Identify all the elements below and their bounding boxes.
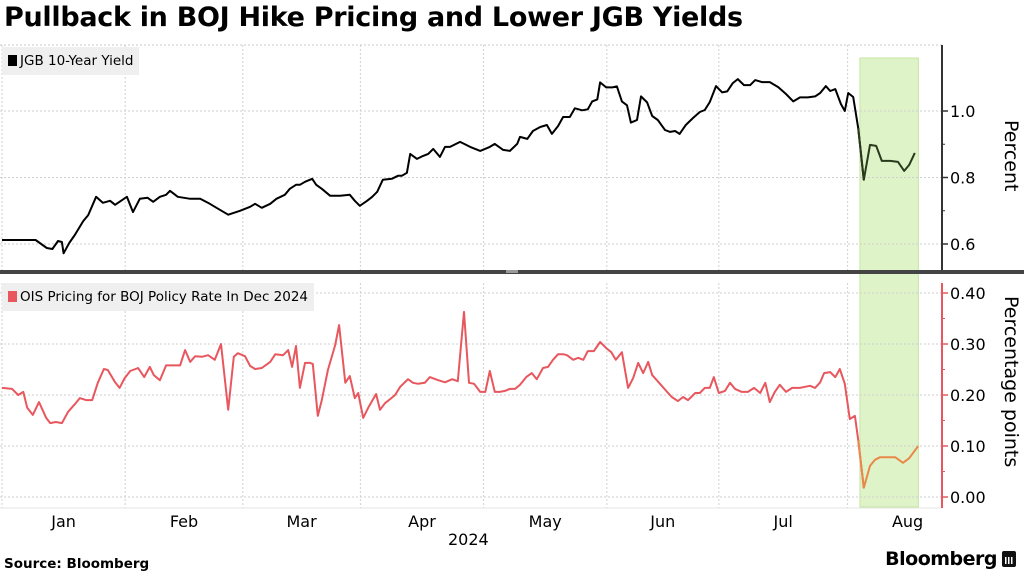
source-note: Source: Bloomberg <box>4 556 150 572</box>
y-tick-label: 0.40 <box>950 284 986 303</box>
gridlines <box>0 44 942 509</box>
brand-name: Bloomberg <box>885 548 997 570</box>
panel-resize-handle <box>506 270 518 273</box>
y-tick-label: 0.6 <box>950 235 975 254</box>
legend-label: OIS Pricing for BOJ Policy Rate In Dec 2… <box>20 289 309 305</box>
y-axis-label-percentage-points: Percentage points <box>1000 296 1022 468</box>
y-tick-label: 0.30 <box>950 335 986 354</box>
jgb-yield-line-highlighted <box>857 127 916 181</box>
bloomberg-terminal-icon <box>1002 551 1016 567</box>
x-tick-label: Feb <box>170 512 198 531</box>
chart-title: Pullback in BOJ Hike Pricing and Lower J… <box>4 2 743 33</box>
x-tick-label: May <box>529 512 562 531</box>
x-tick-label: Mar <box>287 512 318 531</box>
x-axis-year-label: 2024 <box>448 530 489 549</box>
y-tick-label: 0.8 <box>950 169 975 188</box>
legend-ois-pricing: OIS Pricing for BOJ Policy Rate In Dec 2… <box>2 283 315 311</box>
y-tick-label: 0.10 <box>950 437 986 456</box>
x-tick-label: Aug <box>892 512 923 531</box>
x-tick-label: Apr <box>408 512 436 531</box>
legend-swatch-icon <box>8 55 17 66</box>
brand-logo: Bloomberg <box>885 548 1016 570</box>
series-lines <box>1 78 920 489</box>
axes: Jan Feb Mar Apr May Jun Jul Aug 0.6 0.8 1.0 0.00 0.1… <box>0 45 1024 531</box>
x-tick-label: Jun <box>649 512 675 531</box>
ois-pricing-line <box>1 310 865 488</box>
jgb-yield-line <box>2 78 865 255</box>
y-tick-label: 0.20 <box>950 386 986 405</box>
x-tick-label: Jan <box>50 512 76 531</box>
legend-jgb-yield: JGB 10-Year Yield <box>2 47 140 75</box>
y-tick-label: 0.00 <box>950 488 986 507</box>
y-axis-label-percent: Percent <box>1000 120 1022 192</box>
ois-pricing-line-highlighted <box>857 439 920 489</box>
legend-label: JGB 10-Year Yield <box>20 53 134 69</box>
highlight-rect <box>859 57 919 508</box>
highlight-band <box>859 57 919 508</box>
x-tick-label: Jul <box>773 512 793 531</box>
y-tick-label: 1.0 <box>950 102 975 121</box>
legend-swatch-icon <box>8 291 17 302</box>
